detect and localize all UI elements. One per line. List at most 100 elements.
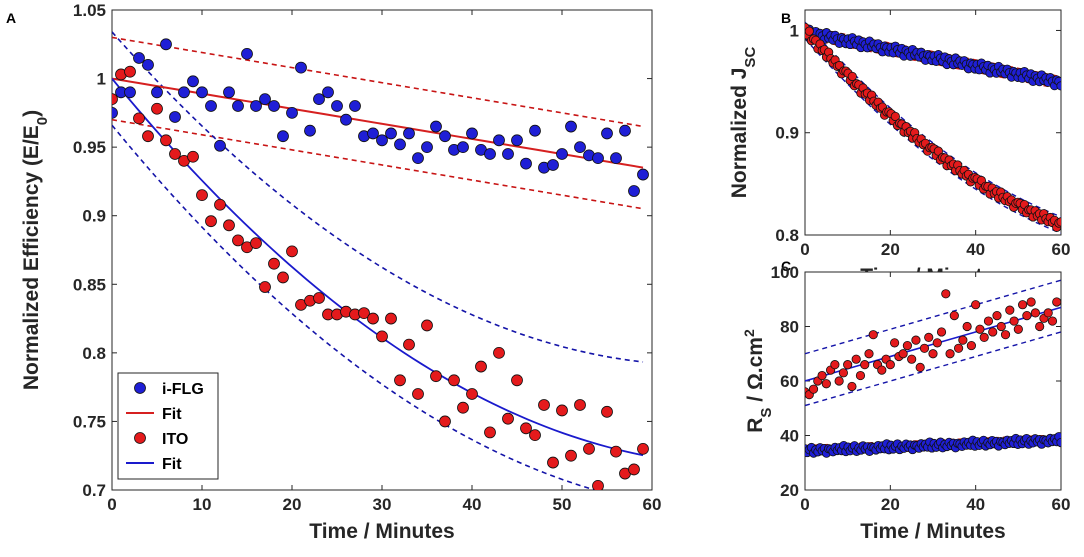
iflg-data-point	[349, 100, 361, 112]
ito-data-point	[466, 388, 478, 400]
ito-data-point	[250, 237, 262, 250]
ito-data-point	[941, 289, 951, 299]
ito-data-point	[889, 338, 900, 348]
iflg-data-point	[277, 130, 289, 143]
x-tick-label: 40	[966, 495, 985, 514]
ito-data-point	[843, 360, 853, 370]
ito-data-point	[1013, 324, 1023, 334]
y-label-tail: )	[20, 110, 43, 117]
legend-marker	[134, 432, 146, 444]
ito-data-point	[898, 349, 908, 359]
ito-data-point	[169, 148, 181, 160]
legend-marker	[134, 382, 146, 394]
ito-data-point	[628, 463, 640, 476]
y-tick-label: 1	[790, 21, 799, 40]
ito-data-point	[637, 442, 649, 455]
x-axis-label: Time / Minutes	[860, 520, 1005, 543]
ito-data-point	[962, 321, 972, 332]
legend-box	[117, 372, 219, 480]
iflg-data-point	[112, 106, 118, 119]
ito-data-point	[979, 332, 989, 342]
legend-label: ITO	[162, 431, 188, 448]
y-label-subscript: 0	[34, 117, 51, 125]
iflg-data-point	[619, 124, 631, 137]
ito-data-point	[1000, 330, 1011, 340]
ito-data-point	[133, 112, 145, 125]
ito-data-point	[475, 360, 487, 373]
y-tick-label: 0.95	[73, 138, 106, 157]
iflg-data-point	[214, 139, 226, 152]
iflg-data-point	[412, 152, 424, 165]
y-axis-label: Normalized JSC	[728, 47, 759, 199]
iflg-data-point	[529, 124, 541, 137]
panel-label-c: C	[781, 258, 791, 274]
ito-data-point	[945, 349, 955, 359]
ito-data-point	[376, 330, 388, 343]
y-tick-label: 0.9	[82, 207, 106, 226]
iflg-data-point	[250, 100, 262, 112]
ito-data-point	[890, 111, 900, 122]
y-tick-label: 0.8	[82, 344, 106, 363]
ito-data-point	[214, 198, 226, 211]
ito-data-point	[983, 316, 994, 326]
ito-data-point	[924, 332, 934, 342]
iflg-data-point	[133, 52, 145, 64]
legend: i-FLG Fit ITO Fit	[117, 372, 219, 480]
ito-data-point	[367, 312, 379, 325]
x-tick-label: 20	[881, 240, 900, 259]
x-tick-label: 20	[283, 495, 302, 514]
ito-data-point	[565, 449, 577, 462]
y-label-main: Normalized J	[728, 68, 751, 199]
panel-label-b: B	[781, 10, 791, 26]
ito-data-point	[547, 456, 559, 469]
iflg-data-point	[637, 168, 649, 181]
iflg-data-point	[376, 134, 388, 147]
y-tick-label: 0.9	[775, 124, 799, 143]
iflg-data-point	[169, 111, 181, 123]
ito-data-point	[868, 330, 878, 340]
ito-data-point	[1047, 316, 1058, 326]
ito-data-point	[223, 219, 235, 232]
iflg-data-point	[439, 130, 451, 143]
iflg-data-point	[313, 93, 325, 106]
plot-area	[805, 21, 1061, 234]
ito-data-point	[439, 415, 451, 428]
ito-data-point	[1009, 316, 1019, 326]
iflg-data-point	[304, 124, 316, 137]
x-tick-label: 20	[881, 495, 900, 514]
ito-data-point	[556, 404, 568, 417]
ito-data-point	[838, 368, 849, 378]
ito-data-point	[1022, 310, 1032, 321]
iflg-data-point	[160, 38, 172, 51]
iflg-data-point	[502, 148, 514, 160]
iflg-data-point	[322, 86, 334, 99]
iflg-data-point	[340, 113, 352, 126]
iflg-data-point	[493, 134, 505, 147]
ito-data-point	[1026, 297, 1036, 307]
ito-data-point	[403, 338, 415, 351]
ito-data-point	[358, 307, 370, 319]
ito-data-point	[928, 349, 938, 359]
ito-data-point	[1035, 321, 1045, 332]
ito-data-point	[821, 379, 831, 389]
x-axis-label: Time / Minutes	[309, 520, 454, 543]
y-tick-label: 0.7	[82, 481, 106, 500]
ito-data-point	[286, 245, 298, 258]
y-tick-label: 60	[780, 372, 799, 391]
y-tick-label: 1.05	[73, 1, 106, 20]
panel-a-efficiency-chart: 0 10 20 30 40 50 60 0.7 0.75 0.8 0.85 0.9 0.95 1 1.05 T…	[20, 1, 661, 543]
legend-label: Fit	[162, 406, 182, 423]
ito-data-point	[864, 349, 874, 359]
ito-data-point	[421, 319, 433, 332]
iflg-data-point	[520, 157, 532, 170]
iflg-data-point	[403, 127, 415, 140]
ito-data-point	[448, 374, 460, 387]
ito-data-point	[529, 429, 541, 442]
ito-data-point	[847, 381, 857, 392]
ito-data-point	[855, 370, 866, 381]
y-tick-label: 80	[780, 318, 799, 337]
x-tick-label: 30	[373, 495, 392, 514]
plot-area	[112, 31, 649, 490]
y-tick-label: 0.8	[775, 226, 799, 245]
